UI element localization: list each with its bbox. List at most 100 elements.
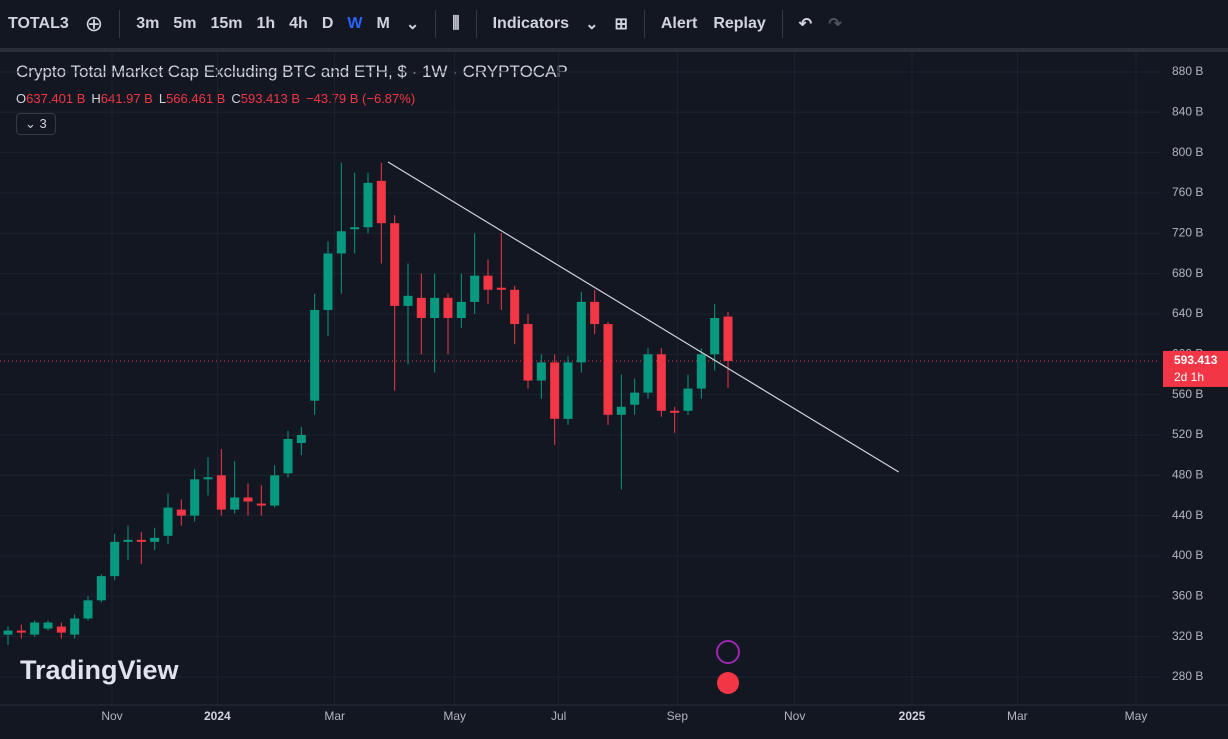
x-tick-label: Mar [1007,709,1028,723]
interval[interactable]: 1h [256,15,276,32]
last-price-tag [1163,350,1228,387]
ohlc-label: H [91,91,101,106]
interval[interactable]: 4h [289,15,308,32]
candle-body [590,301,600,325]
candle-body [656,354,666,411]
candle-body [470,275,480,302]
candle-body [616,406,626,415]
interval[interactable]: W [347,15,363,32]
indicator-toggle[interactable]: ⌄ 3 [16,113,56,135]
y-tick-label: 480 B [1172,467,1203,481]
y-tick-label: 280 B [1172,669,1203,683]
candle-body [483,275,493,290]
candle-body [696,354,706,389]
candle-body [576,301,586,363]
y-tick-label: 680 B [1172,266,1203,280]
candle-body [296,434,306,444]
candle-body [310,309,320,401]
indicator-count: 3 [39,116,47,131]
candle-body [30,622,40,635]
ohlc-value: 566.461 B [166,91,226,106]
candle-body [270,475,280,506]
watermark: TradingView [20,655,180,685]
candle-body [363,182,373,228]
y-tick-label: 520 B [1172,427,1203,441]
x-tick-label: Sep [667,709,689,723]
ohlc-value: 641.97 B [100,91,153,106]
last-price: 593.413 [1174,353,1218,367]
candle-body [70,618,80,635]
event-icon[interactable] [716,640,740,664]
y-tick-label: 800 B [1172,145,1203,159]
ohlc-label: C [231,91,241,106]
trendline [387,161,899,473]
add[interactable]: ⊕ [84,11,104,36]
candle-body [203,477,213,480]
candle-body [336,231,346,254]
ohlc-label: O [16,91,27,106]
candle-body [43,622,53,629]
candle-body [83,600,93,619]
y-tick-label: 400 B [1172,548,1203,562]
y-tick-label: 560 B [1172,387,1203,401]
candle-body [230,497,240,510]
candle-body [563,362,573,419]
interval[interactable]: D [321,15,334,32]
interval[interactable]: M [376,15,390,32]
x-tick-label: Nov [784,709,805,723]
y-tick-label: 640 B [1172,306,1203,320]
toolbar: TOTAL3 ⊕ 3m 5m 15m 1h 4h D W M ⌄ ⫼ Indicators ⌄ … [0,0,1228,52]
interval-menu[interactable]: ⌄ [405,16,420,33]
countdown: 2d 1h [1174,370,1204,384]
candle-body [403,295,413,306]
indicators-menu[interactable]: ⌄ [585,16,599,33]
y-tick-label: 360 B [1172,588,1203,602]
candle-body [643,354,653,393]
chart-type[interactable]: ⫼ [452,15,460,32]
candle-body [376,180,386,224]
candle-body [56,626,66,633]
candle-body [190,479,200,516]
candle-body [496,287,506,290]
candle-body [176,509,186,516]
ohlc-label: L [158,91,167,106]
interval[interactable]: 5m [173,15,197,32]
candle-body [163,507,173,536]
candle-body [283,439,293,474]
indicators[interactable]: Indicators [492,15,570,32]
alert[interactable]: Alert [660,15,698,32]
chart: TradingView 280 B 320 B 360 B 400 B 440 B 480… [0,52,1228,739]
symbol[interactable]: TOTAL3 [8,15,69,32]
candle-body [323,253,333,310]
undo[interactable]: ↶ [798,16,813,33]
candle-body [123,539,133,542]
y-tick-label: 880 B [1172,64,1203,78]
candle-body [150,537,160,542]
x-tick-label: Jul [551,709,566,723]
y-tick-label: 320 B [1172,629,1203,643]
candle-body [603,324,613,415]
candle-body [536,362,546,381]
candle-body [110,541,120,577]
y-tick-label: 440 B [1172,508,1203,522]
candle-body [390,223,400,306]
candle-body [256,503,266,506]
candle-body [96,576,106,601]
event-icon[interactable] [717,672,739,694]
layouts[interactable]: ⊞ [614,16,628,33]
candle-body [3,630,13,635]
candle-body [443,297,453,318]
interval[interactable]: 15m [210,15,243,32]
redo[interactable]: ↷ [828,16,842,33]
price-axis-bg [1160,52,1228,739]
x-tick-label: Nov [101,709,122,723]
replay[interactable]: Replay [713,15,766,32]
change: −43.79 B (−6.87%) [306,91,416,106]
candle-body [630,392,640,405]
candle-body [416,297,426,318]
candle-body [16,630,26,633]
candle-body [550,362,560,419]
interval[interactable]: 3m [136,15,160,32]
candle-body [670,410,680,413]
